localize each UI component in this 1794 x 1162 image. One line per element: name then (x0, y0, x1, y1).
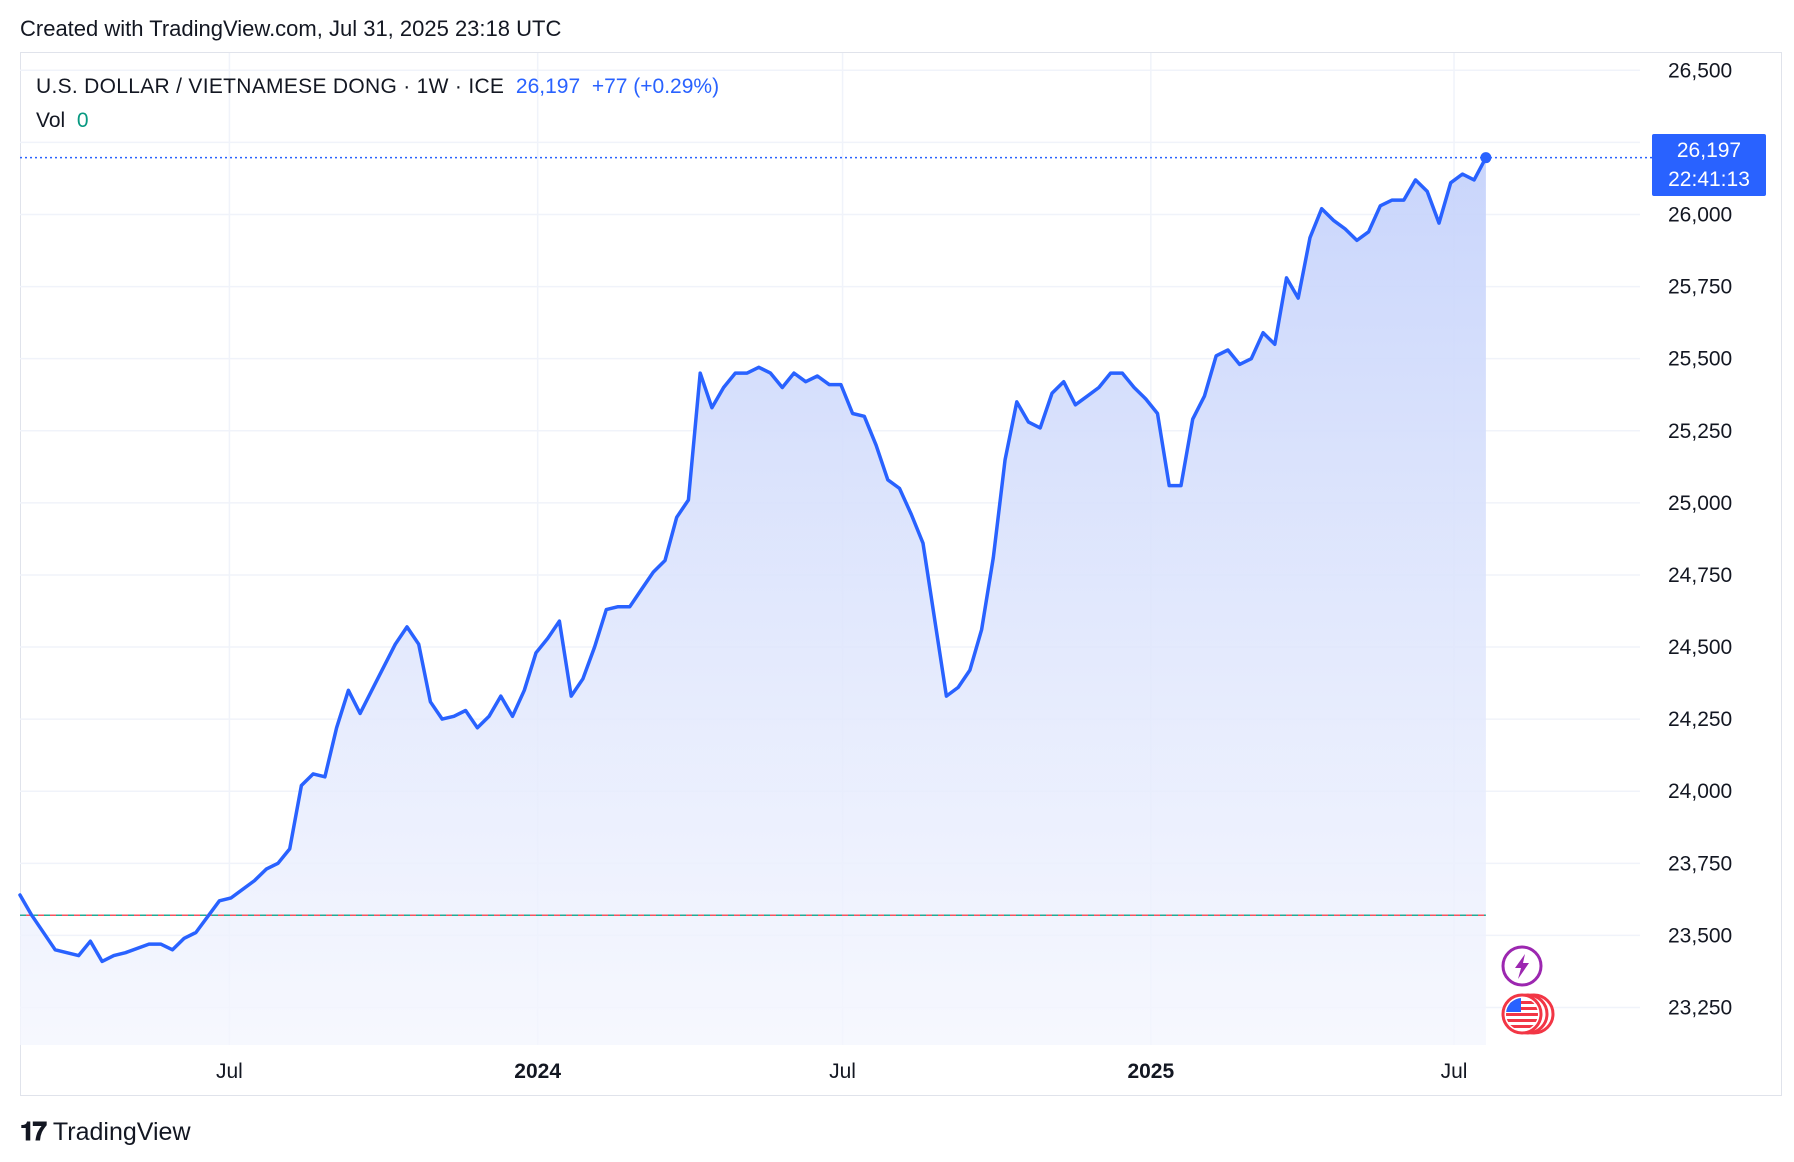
y-axis: 26,50026,25026,00025,75025,50025,25025,0… (1668, 59, 1732, 1019)
last-price-line (20, 152, 1652, 164)
y-tick-label: 25,750 (1668, 276, 1732, 299)
x-axis: Jul 2024 Jul 2025 Jul (216, 1060, 1467, 1083)
x-tick-label: Jul (1441, 1060, 1468, 1083)
y-tick-label: 25,000 (1668, 492, 1732, 515)
x-tick-label: Jul (216, 1060, 243, 1083)
tradingview-logo-icon: 𝟏𝟕 (20, 1116, 47, 1146)
y-tick-label: 25,500 (1668, 348, 1732, 371)
tradingview-brand: TradingView (52, 1117, 191, 1146)
legend-vol-value: 0 (76, 109, 89, 132)
header-credit: Created with TradingView.com, Jul 31, 20… (20, 16, 562, 41)
x-tick-label: Jul (829, 1060, 856, 1083)
y-tick-label: 23,250 (1668, 997, 1732, 1020)
last-price-label: 26,197 22:41:13 (1652, 134, 1766, 196)
y-tick-label: 23,500 (1668, 924, 1732, 947)
legend-last-price: 26,197 (515, 75, 581, 98)
y-tick-label: 24,750 (1668, 564, 1732, 587)
y-tick-label: 24,000 (1668, 780, 1732, 803)
area-fill (20, 157, 1486, 1045)
y-tick-label: 23,750 (1668, 852, 1732, 875)
series-line (18, 155, 1488, 964)
legend-symbol[interactable]: U.S. DOLLAR / VIETNAMESE DONG · 1W · ICE (36, 75, 505, 98)
last-price-point (1480, 152, 1492, 164)
chart-legend: U.S. DOLLAR / VIETNAMESE DONG · 1W · ICE… (36, 70, 719, 138)
chart-frame[interactable] (20, 52, 1782, 1096)
tradingview-logo[interactable]: 𝟏𝟕 TradingView (20, 1116, 191, 1148)
lightning-event-icon[interactable] (1501, 945, 1543, 987)
legend-change: +77 (+0.29%) (591, 75, 720, 98)
events[interactable] (1501, 945, 1555, 1035)
us-flag-event-icon[interactable] (1501, 993, 1555, 1035)
legend-row-volume: Vol 0 (36, 104, 719, 138)
y-tick-label: 24,500 (1668, 636, 1732, 659)
y-tick-label: 26,000 (1668, 203, 1732, 226)
x-tick-label: 2024 (514, 1060, 561, 1083)
legend-row-symbol: U.S. DOLLAR / VIETNAMESE DONG · 1W · ICE… (36, 70, 719, 104)
last-price-value: 26,197 (1676, 139, 1742, 162)
y-tick-label: 25,250 (1668, 420, 1732, 443)
y-tick-label: 24,250 (1668, 708, 1732, 731)
price-line (18, 155, 1488, 964)
bar-countdown: 22:41:13 (1668, 168, 1750, 191)
area-path (20, 157, 1486, 1045)
legend-vol-label: Vol (36, 109, 66, 132)
x-tick-label: 2025 (1127, 1060, 1174, 1083)
y-tick-label: 26,500 (1668, 59, 1732, 82)
